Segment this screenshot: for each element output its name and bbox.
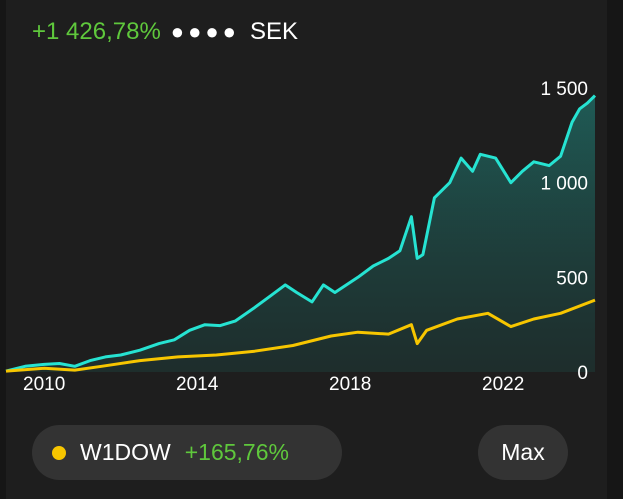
x-tick-label: 2014 [176, 374, 219, 395]
series-0-area [6, 95, 595, 372]
range-max-button[interactable]: Max [478, 425, 568, 480]
series-1-line [5, 298, 596, 373]
benchmark-change: +165,76% [184, 439, 289, 465]
y-tick-label: 1 000 [540, 174, 588, 195]
series-0-line [5, 94, 597, 373]
performance-gain: +1 426,78% [32, 18, 161, 45]
currency-label: SEK [249, 18, 298, 45]
y-tick-label: 0 [577, 363, 588, 384]
hidden-value: ●●●● [170, 19, 240, 44]
benchmark-legend[interactable]: W1DOW +165,76% [32, 425, 342, 480]
y-tick-label: 500 [556, 268, 588, 289]
x-tick-label: 2018 [329, 374, 371, 395]
benchmark-name: W1DOW [80, 439, 171, 465]
y-tick-label: 1 500 [540, 79, 588, 100]
x-tick-label: 2022 [482, 374, 524, 395]
benchmark-color-dot [52, 445, 66, 460]
performance-header: +1 426,78% ●●●● SEK [32, 16, 298, 48]
right-edge [607, 0, 623, 499]
left-edge [0, 0, 6, 499]
x-tick-label: 2010 [23, 374, 65, 395]
performance-chart: 2010 2014 2018 2022 0 500 1 000 1 500 [5, 79, 597, 395]
